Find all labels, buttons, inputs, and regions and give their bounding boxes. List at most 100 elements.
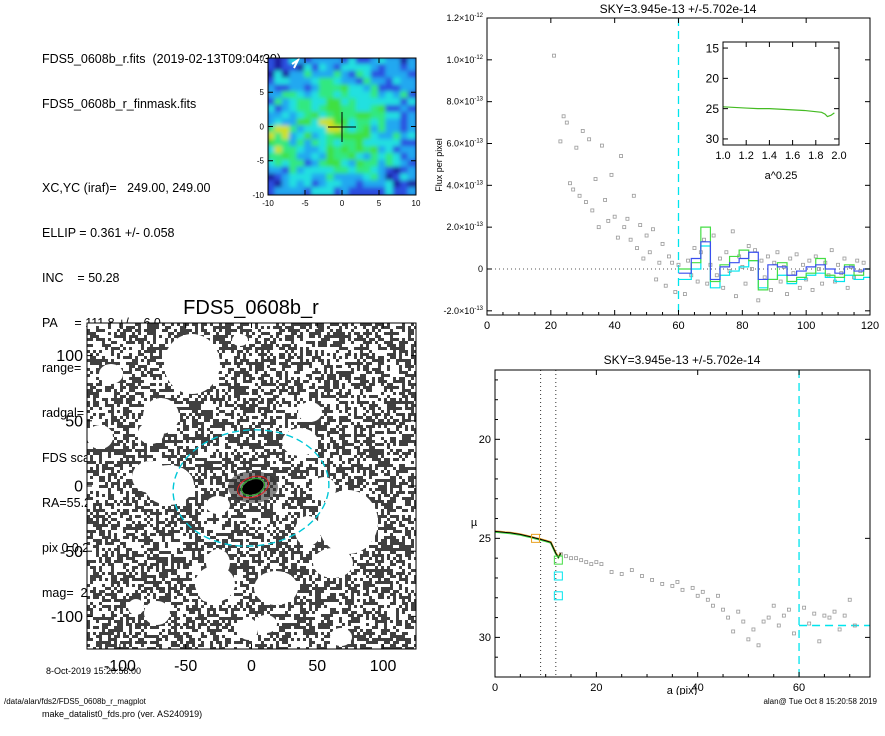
- contour-cell: [370, 173, 380, 183]
- contour-cell: [407, 159, 416, 169]
- contour-cell: [311, 173, 321, 183]
- data-point: [584, 560, 589, 565]
- contour-cell: [341, 111, 351, 121]
- contour-cell: [355, 84, 366, 94]
- data-point: [802, 605, 807, 610]
- contour-cell: [400, 187, 410, 195]
- contour-cell: [355, 187, 366, 195]
- contour-cell: [274, 187, 284, 195]
- x-tick-label: 20: [590, 682, 602, 694]
- contour-cell: [392, 91, 403, 101]
- y-tick-label: 15: [706, 41, 720, 55]
- data-point: [721, 285, 726, 290]
- galaxy-image: FDS5_0608b_r -100 -50 0 50 100 100 50 0 -50 -100: [51, 297, 417, 675]
- contour-cell: [378, 77, 388, 87]
- contour-cell: [304, 187, 314, 195]
- contour-cell: [333, 152, 343, 162]
- data-point: [580, 129, 585, 133]
- star-mask: [312, 477, 336, 501]
- contour-cell: [392, 84, 403, 94]
- contour-cell: [392, 111, 403, 121]
- contour-cell: [400, 152, 410, 162]
- contour-cell: [311, 146, 321, 155]
- x-tick-label: 10: [412, 199, 421, 208]
- contour-cell: [274, 98, 284, 107]
- contour-cell: [378, 139, 388, 149]
- contour-cell: [281, 125, 292, 135]
- contour-cell: [378, 58, 388, 66]
- galaxy-core: [242, 479, 264, 495]
- contour-cell: [370, 180, 380, 190]
- y-tick-label: 4.0×10-13: [447, 180, 484, 190]
- star-mask: [87, 425, 113, 449]
- contour-cell: [326, 70, 336, 80]
- contour-cell: [407, 152, 416, 162]
- contour-cell: [268, 58, 277, 66]
- contour-cell: [400, 159, 410, 169]
- data-point: [842, 613, 847, 618]
- x-tick-label: 5: [377, 199, 382, 208]
- contour-cell: [311, 139, 321, 149]
- data-point: [670, 260, 675, 265]
- contour-cell: [333, 84, 343, 94]
- contour-cell: [407, 118, 416, 128]
- contour-cell: [304, 180, 314, 190]
- contour-cell: [407, 111, 416, 121]
- contour-cell: [326, 139, 336, 149]
- contour-cell: [274, 180, 284, 190]
- contour-cell: [268, 146, 277, 155]
- data-point: [700, 589, 705, 594]
- data-point: [695, 593, 700, 598]
- data-point: [676, 262, 681, 267]
- contour-cell: [355, 118, 366, 128]
- contour-cell: [333, 187, 343, 195]
- contour-cell: [274, 159, 284, 169]
- contour-cell: [304, 98, 314, 107]
- contour-cell: [363, 70, 373, 80]
- contour-cell: [304, 91, 314, 101]
- contour-cell: [268, 104, 277, 114]
- contour-cell: [341, 166, 351, 176]
- contour-cell: [378, 152, 388, 162]
- contour-cell: [281, 152, 292, 162]
- star-mask: [298, 402, 322, 422]
- param-inc: INC = 50.28: [42, 271, 120, 285]
- data-point: [746, 244, 751, 248]
- contour-cell: [407, 125, 416, 135]
- data-point: [792, 631, 796, 636]
- contour-cell: [392, 118, 403, 128]
- contour-cell: [363, 84, 373, 94]
- inset-plot-area: [722, 106, 835, 118]
- data-point: [847, 597, 852, 602]
- contour-cell: [289, 77, 299, 87]
- contour-cell: [370, 98, 380, 107]
- flux-plot-area: [487, 18, 870, 315]
- data-point: [716, 593, 720, 598]
- contour-cell: [281, 63, 292, 73]
- contour-cell: [363, 152, 373, 162]
- run-date: 8-Oct-2019 15:20:58.00: [46, 666, 142, 676]
- contour-cell: [274, 125, 284, 135]
- contour-cell: [385, 173, 395, 183]
- star-mask: [330, 628, 352, 646]
- contour-cell: [363, 132, 373, 142]
- star-mask: [128, 599, 144, 615]
- contour-cell: [333, 98, 343, 107]
- x-tick-label: 60: [672, 320, 684, 332]
- contour-cell: [281, 104, 292, 114]
- data-point: [651, 227, 655, 232]
- data-point: [759, 258, 764, 263]
- contour-cell: [355, 125, 366, 135]
- galaxy-axes: -100 -50 0 50 100 100 50 0 -50 -100: [51, 323, 416, 675]
- contour-cell: [341, 63, 351, 73]
- contour-cell: [407, 132, 416, 142]
- data-point: [692, 246, 697, 250]
- contour-cell: [296, 152, 306, 162]
- star-mask: [99, 364, 123, 384]
- data-point: [734, 294, 738, 299]
- x-tick-label: 1.6: [785, 150, 800, 162]
- galaxy-masks: [87, 334, 378, 646]
- data-point: [810, 288, 815, 292]
- data-point: [657, 260, 662, 265]
- data-point: [766, 615, 771, 620]
